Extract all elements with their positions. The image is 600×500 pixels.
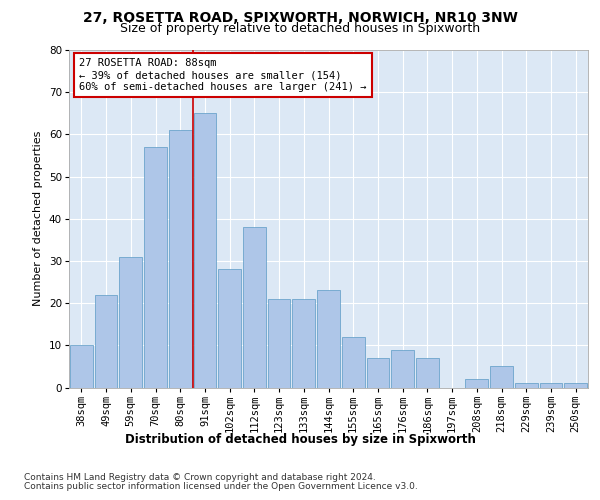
Y-axis label: Number of detached properties: Number of detached properties xyxy=(34,131,43,306)
Text: Distribution of detached houses by size in Spixworth: Distribution of detached houses by size … xyxy=(125,432,475,446)
Bar xyxy=(243,227,266,388)
Bar xyxy=(119,256,142,388)
Bar xyxy=(416,358,439,388)
Bar xyxy=(268,299,290,388)
Bar xyxy=(342,337,365,388)
Bar xyxy=(70,346,93,388)
Bar xyxy=(539,384,562,388)
Text: 27 ROSETTA ROAD: 88sqm
← 39% of detached houses are smaller (154)
60% of semi-de: 27 ROSETTA ROAD: 88sqm ← 39% of detached… xyxy=(79,58,367,92)
Bar xyxy=(515,384,538,388)
Bar xyxy=(391,350,414,388)
Bar xyxy=(367,358,389,388)
Bar xyxy=(194,114,216,388)
Bar xyxy=(95,294,118,388)
Bar xyxy=(169,130,191,388)
Text: Contains HM Land Registry data © Crown copyright and database right 2024.: Contains HM Land Registry data © Crown c… xyxy=(24,472,376,482)
Bar xyxy=(144,147,167,388)
Bar xyxy=(564,384,587,388)
Bar xyxy=(292,299,315,388)
Bar xyxy=(317,290,340,388)
Bar xyxy=(466,379,488,388)
Text: Size of property relative to detached houses in Spixworth: Size of property relative to detached ho… xyxy=(120,22,480,35)
Text: Contains public sector information licensed under the Open Government Licence v3: Contains public sector information licen… xyxy=(24,482,418,491)
Bar xyxy=(490,366,513,388)
Text: 27, ROSETTA ROAD, SPIXWORTH, NORWICH, NR10 3NW: 27, ROSETTA ROAD, SPIXWORTH, NORWICH, NR… xyxy=(83,11,517,25)
Bar xyxy=(218,270,241,388)
